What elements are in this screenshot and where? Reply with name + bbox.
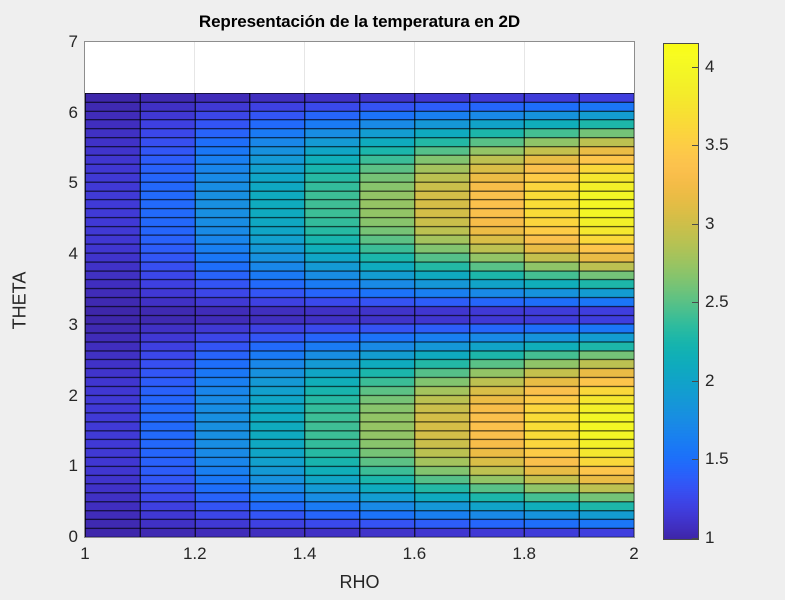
y-axis-label: THETA bbox=[9, 271, 30, 330]
y-axis-ticks: 0 1 2 3 4 5 6 7 bbox=[30, 0, 78, 600]
x-axis-label: RHO bbox=[339, 572, 380, 592]
y-tick-label: 0 bbox=[68, 527, 78, 546]
heatmap-surface bbox=[85, 92, 634, 537]
page-title: Representación de la temperatura en 2D bbox=[198, 12, 521, 31]
x-tick-label: 1.8 bbox=[512, 544, 536, 563]
colorbar-gradient bbox=[663, 43, 699, 540]
y-tick-label: 1 bbox=[68, 456, 78, 476]
x-axis-ticks: 1 1.2 1.4 1.6 1.8 2 bbox=[0, 544, 785, 570]
colorbar bbox=[663, 43, 699, 540]
colorbar-tick-label: 3.5 bbox=[705, 135, 729, 155]
x-tick-label: 1.4 bbox=[292, 544, 317, 563]
colorbar-tick-label: 3 bbox=[705, 213, 715, 233]
x-tick-label: 1.2 bbox=[182, 544, 207, 563]
colorbar-tick-label: 2.5 bbox=[705, 292, 729, 312]
y-tick-label: 7 bbox=[68, 32, 78, 51]
y-tick-label: 5 bbox=[68, 173, 78, 193]
colorbar-tick-label: 2 bbox=[705, 370, 715, 390]
colorbar-tick-mark bbox=[692, 67, 698, 68]
x-tick-label: 1 bbox=[80, 544, 90, 563]
colorbar-tick-mark bbox=[692, 381, 698, 382]
y-tick-label: 4 bbox=[68, 244, 78, 264]
colorbar-tick-mark bbox=[692, 302, 698, 303]
y-tick-label: 6 bbox=[68, 102, 78, 122]
x-tick-label: 1.6 bbox=[402, 544, 427, 563]
colorbar-tick-mark bbox=[692, 145, 698, 146]
plot-axes bbox=[84, 41, 635, 538]
colorbar-tick-mark bbox=[692, 538, 698, 539]
colorbar-tick-label: 1.5 bbox=[705, 449, 729, 469]
colorbar-tick-mark bbox=[692, 224, 698, 225]
colorbar-tick-mark bbox=[692, 459, 698, 460]
y-tick-label: 3 bbox=[68, 314, 78, 334]
x-tick-label: 2 bbox=[629, 544, 639, 563]
colorbar-tick-label: 4 bbox=[705, 56, 715, 76]
y-tick-label: 2 bbox=[68, 385, 78, 405]
